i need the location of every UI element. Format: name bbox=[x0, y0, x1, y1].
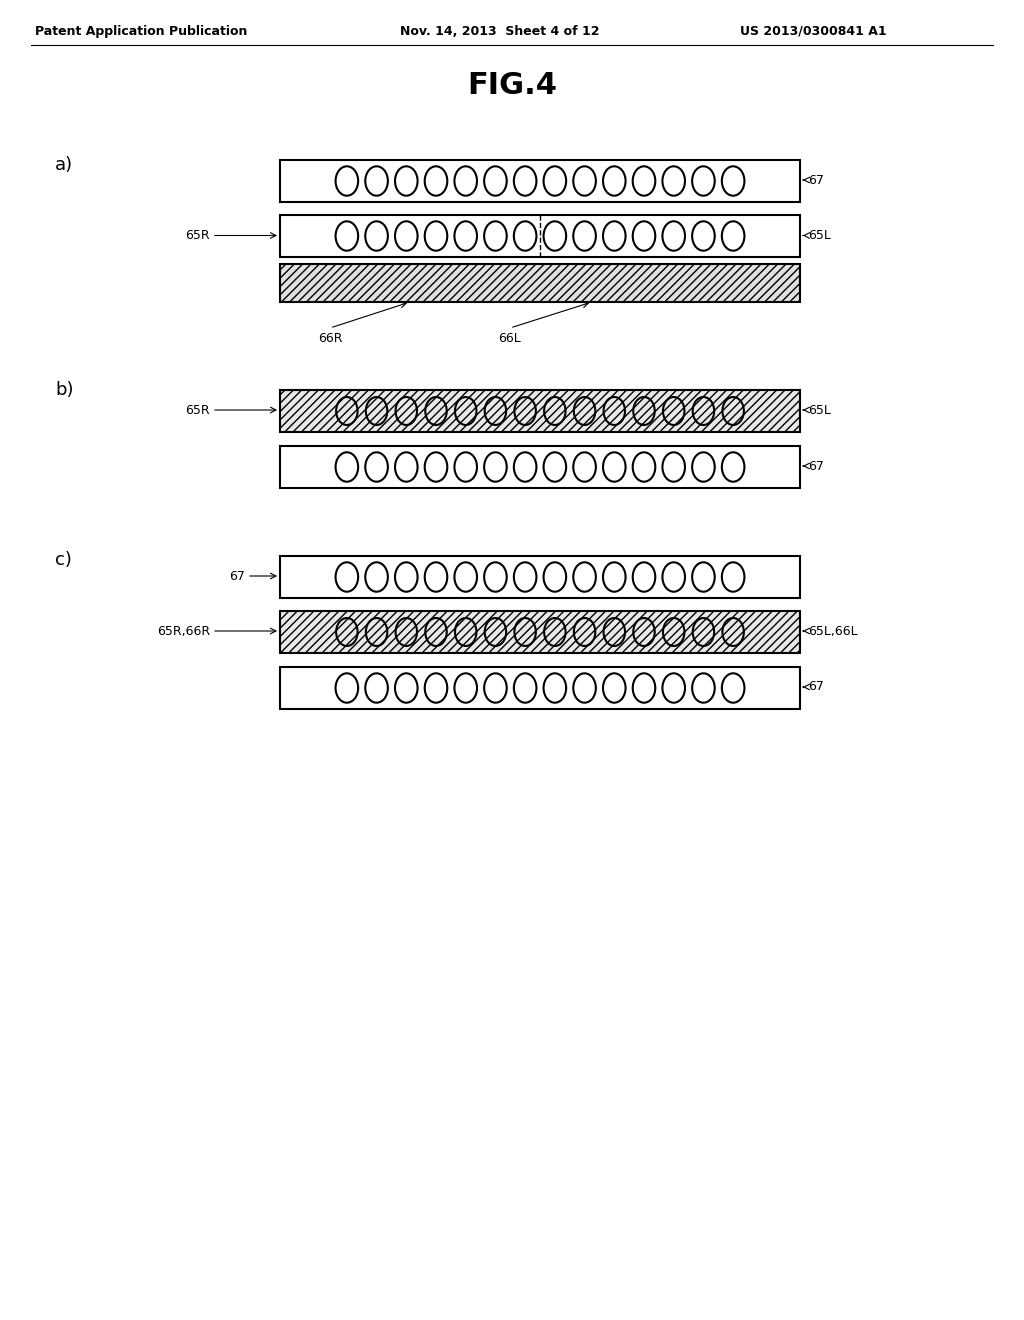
Ellipse shape bbox=[603, 562, 626, 591]
Ellipse shape bbox=[633, 222, 655, 251]
Ellipse shape bbox=[395, 673, 418, 702]
Ellipse shape bbox=[455, 562, 477, 591]
Bar bbox=[280, 611, 800, 653]
Ellipse shape bbox=[395, 222, 418, 251]
Ellipse shape bbox=[663, 562, 685, 591]
Text: Patent Application Publication: Patent Application Publication bbox=[35, 25, 248, 38]
Ellipse shape bbox=[722, 166, 744, 195]
Text: 66L: 66L bbox=[499, 333, 521, 345]
Ellipse shape bbox=[544, 222, 566, 251]
Ellipse shape bbox=[425, 562, 447, 591]
Ellipse shape bbox=[573, 222, 596, 251]
Ellipse shape bbox=[484, 222, 507, 251]
Ellipse shape bbox=[692, 562, 715, 591]
Ellipse shape bbox=[544, 453, 566, 482]
Ellipse shape bbox=[514, 222, 537, 251]
Ellipse shape bbox=[366, 222, 388, 251]
Ellipse shape bbox=[603, 453, 626, 482]
Ellipse shape bbox=[663, 453, 685, 482]
Ellipse shape bbox=[484, 166, 507, 195]
Text: US 2013/0300841 A1: US 2013/0300841 A1 bbox=[740, 25, 887, 38]
Bar bbox=[280, 446, 800, 488]
Text: 65R,66R: 65R,66R bbox=[157, 624, 210, 638]
Ellipse shape bbox=[455, 453, 477, 482]
Text: 67: 67 bbox=[808, 681, 824, 693]
Text: Nov. 14, 2013  Sheet 4 of 12: Nov. 14, 2013 Sheet 4 of 12 bbox=[400, 25, 599, 38]
Text: 65L: 65L bbox=[808, 404, 830, 417]
Ellipse shape bbox=[484, 453, 507, 482]
Ellipse shape bbox=[514, 562, 537, 591]
Ellipse shape bbox=[692, 673, 715, 702]
Ellipse shape bbox=[366, 166, 388, 195]
Ellipse shape bbox=[366, 673, 388, 702]
Text: 65L: 65L bbox=[808, 228, 830, 242]
Text: a): a) bbox=[55, 156, 73, 174]
Text: c): c) bbox=[55, 550, 72, 569]
Ellipse shape bbox=[603, 673, 626, 702]
Ellipse shape bbox=[425, 453, 447, 482]
Ellipse shape bbox=[366, 453, 388, 482]
Ellipse shape bbox=[722, 453, 744, 482]
Ellipse shape bbox=[573, 453, 596, 482]
Ellipse shape bbox=[692, 222, 715, 251]
Ellipse shape bbox=[633, 673, 655, 702]
Ellipse shape bbox=[692, 166, 715, 195]
Ellipse shape bbox=[425, 673, 447, 702]
Ellipse shape bbox=[395, 453, 418, 482]
Ellipse shape bbox=[336, 166, 358, 195]
Ellipse shape bbox=[336, 222, 358, 251]
Text: 65R: 65R bbox=[185, 404, 210, 417]
Ellipse shape bbox=[663, 166, 685, 195]
Bar bbox=[280, 667, 800, 709]
Ellipse shape bbox=[336, 562, 358, 591]
Ellipse shape bbox=[455, 166, 477, 195]
Ellipse shape bbox=[633, 562, 655, 591]
Ellipse shape bbox=[336, 453, 358, 482]
Ellipse shape bbox=[544, 562, 566, 591]
Ellipse shape bbox=[425, 166, 447, 195]
Bar bbox=[280, 264, 800, 302]
Ellipse shape bbox=[633, 453, 655, 482]
Ellipse shape bbox=[722, 562, 744, 591]
Text: 67: 67 bbox=[808, 459, 824, 473]
Ellipse shape bbox=[514, 453, 537, 482]
Text: 65L,66L: 65L,66L bbox=[808, 624, 858, 638]
Ellipse shape bbox=[722, 222, 744, 251]
Bar bbox=[280, 215, 800, 257]
Ellipse shape bbox=[603, 222, 626, 251]
Ellipse shape bbox=[455, 222, 477, 251]
Ellipse shape bbox=[514, 673, 537, 702]
Bar bbox=[280, 389, 800, 432]
Text: 65R: 65R bbox=[185, 228, 210, 242]
Ellipse shape bbox=[663, 673, 685, 702]
Ellipse shape bbox=[544, 673, 566, 702]
Ellipse shape bbox=[395, 562, 418, 591]
Ellipse shape bbox=[336, 673, 358, 702]
Ellipse shape bbox=[484, 673, 507, 702]
Ellipse shape bbox=[692, 453, 715, 482]
Text: 66R: 66R bbox=[317, 333, 342, 345]
Ellipse shape bbox=[722, 673, 744, 702]
Ellipse shape bbox=[603, 166, 626, 195]
Text: FIG.4: FIG.4 bbox=[467, 70, 557, 99]
Text: b): b) bbox=[55, 381, 74, 399]
Ellipse shape bbox=[544, 166, 566, 195]
Ellipse shape bbox=[573, 673, 596, 702]
Ellipse shape bbox=[455, 673, 477, 702]
Ellipse shape bbox=[425, 222, 447, 251]
Text: 67: 67 bbox=[229, 569, 245, 582]
Ellipse shape bbox=[663, 222, 685, 251]
Ellipse shape bbox=[395, 166, 418, 195]
Ellipse shape bbox=[573, 562, 596, 591]
Bar bbox=[280, 160, 800, 202]
Ellipse shape bbox=[484, 562, 507, 591]
Ellipse shape bbox=[514, 166, 537, 195]
Ellipse shape bbox=[573, 166, 596, 195]
Text: 67: 67 bbox=[808, 173, 824, 186]
Bar bbox=[280, 556, 800, 598]
Ellipse shape bbox=[633, 166, 655, 195]
Ellipse shape bbox=[366, 562, 388, 591]
